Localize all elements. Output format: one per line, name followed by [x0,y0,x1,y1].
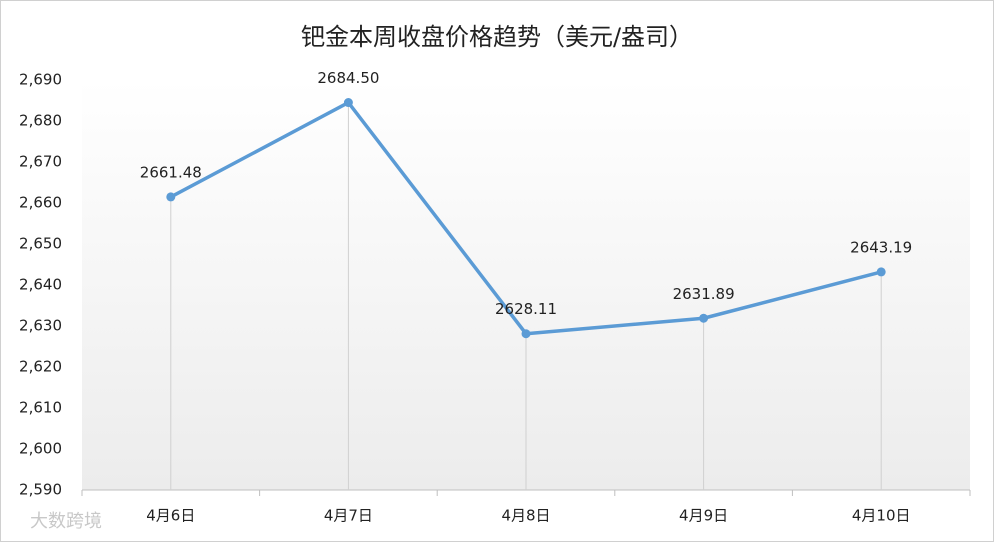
y-tick-label: 2,630 [19,317,62,335]
point [343,98,353,108]
x-tick-label: 4月9日 [679,507,728,525]
watermark: 大数跨境 [30,511,102,532]
y-tick-label: 2,690 [19,71,62,89]
point [166,192,176,202]
chart-title: 钯金本周收盘价格趋势（美元/盎司） [301,23,693,51]
y-tick-label: 2,610 [19,399,62,417]
y-tick-label: 2,590 [19,481,62,499]
y-tick-label: 2,620 [19,358,62,376]
point [521,329,531,339]
value-label: 2661.48 [140,163,202,181]
y-tick-label: 2,650 [19,235,62,253]
value-label: 2631.89 [673,285,735,303]
x-tick-label: 4月8日 [501,507,550,525]
point [876,267,886,277]
y-tick-label: 2,680 [19,112,62,130]
y-tick-label: 2,670 [19,153,62,171]
x-tick-label: 4月6日 [146,507,195,525]
x-tick-label: 4月7日 [324,507,373,525]
x-tick-label: 4月10日 [852,507,911,525]
y-tick-label: 2,600 [19,440,62,458]
y-tick-label: 2,660 [19,194,62,212]
y-tick-label: 2,640 [19,276,62,294]
point [699,313,709,323]
value-label: 2643.19 [850,238,912,256]
value-label: 2628.11 [495,300,557,318]
value-label: 2684.50 [317,69,379,87]
